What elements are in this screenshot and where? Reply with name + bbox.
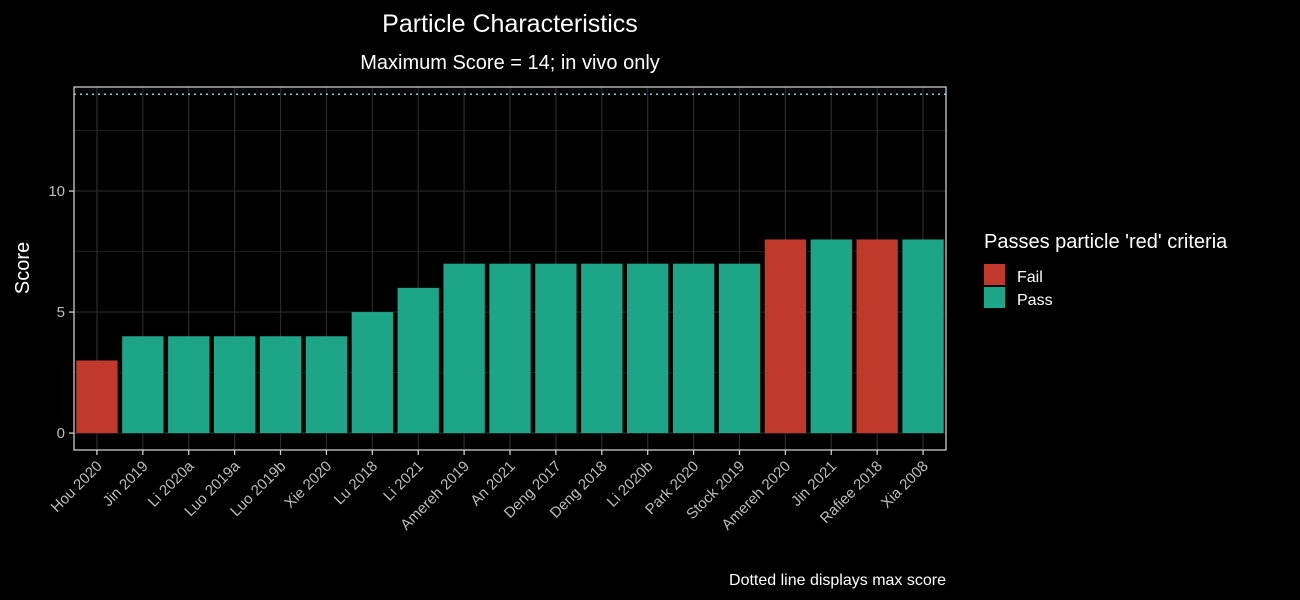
chart-title: Particle Characteristics [382,10,638,38]
bar [535,263,577,434]
bar [397,287,439,434]
bar [259,336,302,434]
y-tick-label: 0 [57,425,65,442]
x-tick-label: Xie 2020 [281,458,335,512]
bars [76,239,944,434]
bar [672,263,715,434]
legend-label-pass: Pass [1017,292,1053,309]
y-axis-ticks: 0 5 10 [48,183,74,442]
bar [168,336,210,434]
y-axis-title: Score [12,242,34,294]
bar [902,239,944,434]
chart-subtitle: Maximum Score = 14; in vivo only [360,52,660,74]
x-tick-label: Jin 2019 [100,458,152,510]
x-tick-label: Lu 2018 [331,458,381,508]
bar [443,263,485,434]
bar [213,336,256,434]
bar [764,239,807,434]
bar [856,239,898,434]
chart-caption: Dotted line displays max score [729,572,946,589]
bar [627,263,669,434]
y-tick-label: 10 [48,183,65,200]
legend-swatch-fail [984,264,1005,285]
y-tick-label: 5 [57,304,65,321]
bar [718,263,761,434]
bar [581,263,623,434]
bar [122,336,164,434]
legend-title: Passes particle 'red' criteria [984,231,1228,253]
bar [489,263,531,434]
bar [76,360,118,434]
bar [305,336,348,434]
x-tick-label: Hou 2020 [48,458,106,516]
legend-swatch-pass [984,287,1005,308]
bar [810,239,852,434]
legend: Passes particle 'red' criteria Fail Pass [984,231,1228,309]
legend-label-fail: Fail [1017,269,1043,286]
bar [351,312,393,434]
x-tick-label: Xia 2008 [878,458,932,512]
